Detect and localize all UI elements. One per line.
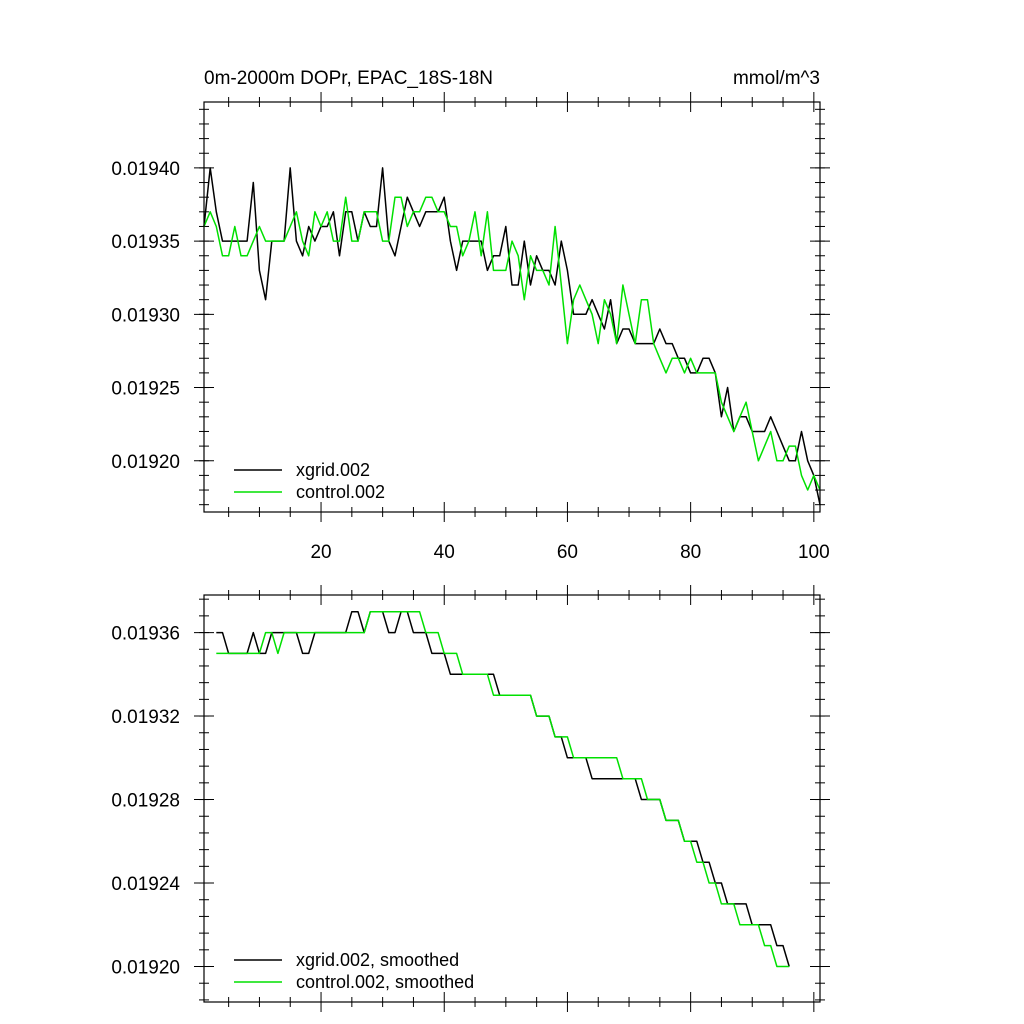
y-tick-label: 0.01920: [111, 452, 180, 473]
legend-label-control: control.002: [296, 482, 385, 502]
series-line-xgrid-002-smoothed: [216, 610, 790, 967]
units-label: mmol/m^3: [733, 68, 820, 89]
chart-title: 0m-2000m DOPr, EPAC_18S-18N: [204, 68, 493, 89]
top-panel-frame: [203, 101, 821, 513]
bottom-panel-lines: [216, 610, 790, 968]
top-panel-lines: [203, 167, 821, 505]
top-panel: 0m-2000m DOPr, EPAC_18S-18N mmol/m^3 0.0…: [111, 68, 830, 563]
y-tick-label: 0.01925: [111, 379, 180, 400]
y-tick-label: 0.01936: [111, 624, 180, 645]
bottom-panel-y-tick-labels: 0.01920 0.01924 0.01928 0.01932 0.01936: [111, 624, 180, 979]
x-tick-label: 100: [798, 542, 830, 563]
y-tick-label: 0.01940: [111, 159, 180, 180]
x-tick-label: 20: [310, 542, 331, 563]
top-panel-legend: xgrid.002 control.002: [234, 460, 385, 502]
series-line-control-002-smoothed: [216, 610, 790, 968]
legend-label-control-smoothed: control.002, smoothed: [296, 972, 474, 992]
y-tick-label: 0.01928: [111, 791, 180, 812]
bottom-panel-legend: xgrid.002, smoothed control.002, smoothe…: [234, 950, 474, 992]
x-tick-label: 40: [434, 542, 455, 563]
top-panel-x-tick-labels: 20 40 60 80 100: [310, 542, 829, 563]
legend-label-xgrid-smoothed: xgrid.002, smoothed: [296, 950, 459, 970]
y-tick-label: 0.01930: [111, 305, 180, 326]
series-line-xgrid-002: [203, 167, 821, 505]
x-tick-label: 80: [680, 542, 701, 563]
x-tick-label: 60: [557, 542, 578, 563]
top-panel-y-tick-labels: 0.01920 0.01925 0.01930 0.01935 0.01940: [111, 159, 180, 473]
y-tick-label: 0.01932: [111, 707, 180, 728]
series-line-control-002: [203, 196, 821, 491]
bottom-panel-frame: [203, 594, 821, 1003]
legend-label-xgrid: xgrid.002: [296, 460, 370, 480]
bottom-panel-ticks: [194, 585, 830, 1012]
y-tick-label: 0.01935: [111, 232, 180, 253]
y-tick-label: 0.01920: [111, 958, 180, 979]
top-panel-ticks: [194, 92, 830, 522]
bottom-panel: 0.01920 0.01924 0.01928 0.01932 0.01936 xgri…: [111, 585, 830, 1012]
y-tick-label: 0.01924: [111, 874, 180, 895]
